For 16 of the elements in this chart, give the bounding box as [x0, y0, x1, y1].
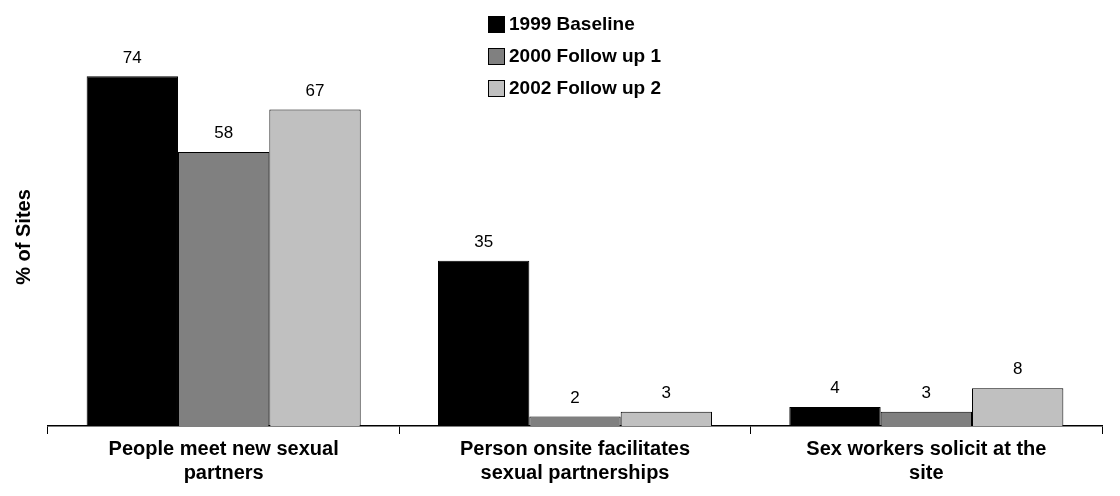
legend-label: 1999 Baseline	[509, 13, 635, 35]
data-label: 4	[830, 378, 840, 398]
x-tick-label: Person onsite facilitates sexual partnerships	[459, 436, 691, 483]
x-tick-label: People meet new sexual partners	[108, 436, 339, 483]
data-label: 35	[474, 231, 494, 251]
data-label: 3	[921, 383, 932, 403]
legend-label: 2002 Follow up 2	[509, 77, 662, 99]
data-label: 58	[214, 123, 234, 143]
y-axis-title: % of Sites	[11, 189, 34, 285]
data-label: 8	[1012, 359, 1023, 379]
data-label: 74	[122, 47, 142, 67]
data-label: 2	[570, 387, 580, 407]
x-tick-label: Sex workers solicit at the site	[806, 436, 1047, 483]
data-label: 3	[661, 383, 672, 403]
data-label: 67	[305, 80, 325, 100]
legend-label: 2000 Follow up 1	[509, 45, 662, 67]
